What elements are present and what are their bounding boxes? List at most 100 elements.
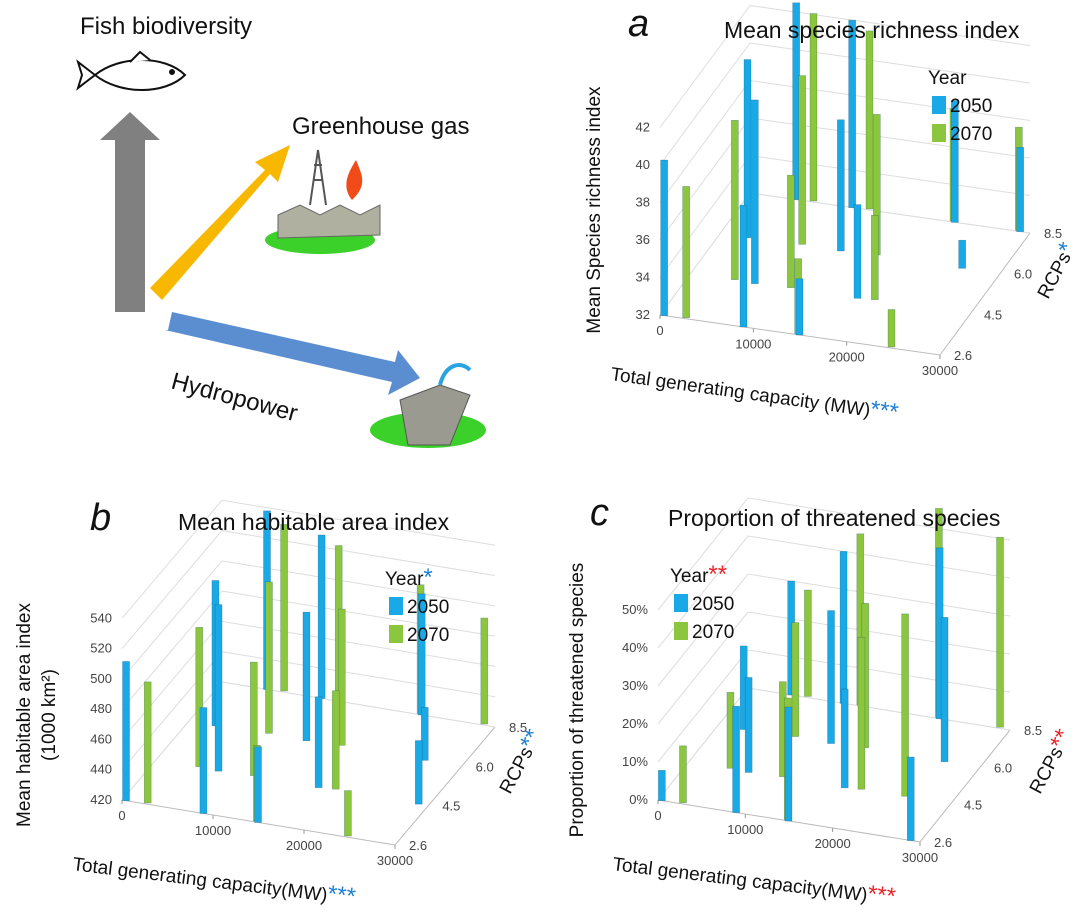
- z-tick-label: 4.5: [984, 307, 1002, 322]
- z-tick-label: 8.5: [1024, 723, 1042, 738]
- panel-label: c: [590, 492, 609, 534]
- y-tick-label: 520: [90, 641, 112, 656]
- bar: [951, 100, 958, 222]
- chart-title: Mean species richness index: [724, 17, 1020, 43]
- y-tick-label: 40: [636, 157, 650, 172]
- panel-label: b: [90, 497, 111, 539]
- legend-label: 2050: [692, 594, 734, 615]
- bar: [658, 770, 665, 800]
- x-tick-label: 0: [654, 808, 661, 823]
- bar: [255, 747, 262, 823]
- legend-title: Year: [928, 68, 967, 89]
- bar: [849, 20, 856, 208]
- x-tick-label: 0: [118, 808, 125, 823]
- bar: [332, 691, 339, 789]
- bar: [787, 175, 794, 288]
- grid-line: [660, 193, 1030, 315]
- x-axis-label: Total generating capacity (MW)***: [609, 359, 900, 426]
- x-axis-title: Total generating capacity(MW): [71, 854, 328, 906]
- x-tick-label: 20000: [286, 838, 322, 853]
- bar: [481, 618, 488, 724]
- bar: [683, 186, 690, 317]
- bar: [745, 677, 752, 772]
- z-tick-label: 6.0: [476, 759, 494, 774]
- x-axis-label: Total generating capacity(MW)***: [611, 849, 897, 910]
- y-tick-label: 50%: [622, 602, 648, 617]
- y-tick-label: 36: [636, 232, 650, 247]
- z-axis-label: RCPs*: [1029, 238, 1079, 303]
- legend-title-text: Year: [670, 566, 709, 587]
- legend-label: 2070: [692, 622, 734, 643]
- floor-edge: [658, 730, 1010, 842]
- x-axis-label: Total generating capacity(MW)***: [71, 849, 357, 910]
- legend-title-stars: **: [708, 561, 727, 588]
- z-axis-title: RCPs: [1034, 249, 1076, 303]
- bar: [959, 240, 966, 268]
- fish-label: Fish biodiversity: [80, 13, 252, 40]
- bar: [941, 617, 948, 761]
- bar: [840, 551, 847, 703]
- y-tick-label: 540: [90, 610, 112, 625]
- bar: [907, 757, 914, 841]
- x-axis-title: Total generating capacity(MW): [611, 854, 868, 906]
- hydro-label: Hydropower: [168, 368, 300, 428]
- bar: [841, 689, 848, 788]
- z-tick-label: 2.6: [409, 838, 427, 853]
- legend-swatch: [932, 124, 946, 142]
- bar: [740, 205, 747, 327]
- legend-title-stars: *: [423, 564, 432, 591]
- z-tick-label: 6.0: [1014, 267, 1032, 282]
- z-tick-label: 2.6: [934, 835, 952, 850]
- bar: [799, 76, 806, 245]
- grid-line: [660, 156, 1030, 278]
- y-axis-label: Mean Species richness index: [584, 86, 605, 334]
- ghg-label: Greenhouse gas: [292, 113, 469, 140]
- y-tick-label: 460: [90, 731, 112, 746]
- y-tick-label: 0%: [629, 792, 648, 807]
- legend-swatch: [389, 625, 403, 643]
- legend-label: 2050: [950, 96, 992, 117]
- x-axis-title: Total generating capacity (MW): [609, 364, 871, 421]
- floor-edge: [122, 727, 495, 845]
- bar: [315, 697, 322, 788]
- x-axis-stars: ***: [869, 396, 901, 427]
- panel-label: a: [628, 3, 649, 45]
- y-axis-unit: (1000 km²): [39, 669, 60, 761]
- bar: [871, 215, 878, 299]
- y-tick-label: 500: [90, 671, 112, 686]
- bar: [661, 160, 668, 316]
- bar: [1017, 147, 1024, 231]
- y-axis-label: Mean habitable area index: [14, 603, 35, 827]
- z-tick-label: 2.6: [954, 348, 972, 363]
- figure: Fish biodiversity Greenhouse gas Hydropo…: [0, 0, 1079, 920]
- y-axis-label: Proportion of threatened species: [567, 563, 588, 838]
- x-tick-label: 30000: [902, 850, 938, 865]
- y-tick-label: 38: [636, 195, 650, 210]
- bar: [866, 31, 873, 209]
- y-tick-label: 42: [636, 120, 650, 135]
- y-tick-label: 30%: [622, 678, 648, 693]
- y-tick-label: 480: [90, 701, 112, 716]
- bar: [796, 279, 803, 335]
- legend-swatch: [932, 96, 946, 114]
- bar: [215, 605, 222, 772]
- bar: [792, 623, 799, 737]
- bar: [858, 637, 865, 789]
- y-tick-label: 40%: [622, 640, 648, 655]
- bar: [751, 100, 758, 284]
- z-tick-label: 8.5: [1044, 226, 1062, 241]
- legend-swatch: [674, 594, 688, 612]
- x-tick-label: 0: [656, 323, 663, 338]
- y-tick-label: 34: [636, 270, 650, 285]
- z-axis-title: RCPs: [496, 744, 538, 798]
- bar: [123, 661, 130, 800]
- bar: [318, 535, 325, 699]
- legend-label: 2070: [950, 124, 992, 145]
- legend-label: 2050: [407, 597, 449, 618]
- x-tick-label: 30000: [377, 853, 413, 868]
- legend-label: 2070: [407, 625, 449, 646]
- x-tick-label: 10000: [727, 822, 763, 837]
- x-tick-label: 10000: [195, 823, 231, 838]
- legend-title-text: Year: [385, 569, 424, 590]
- bar: [733, 706, 740, 812]
